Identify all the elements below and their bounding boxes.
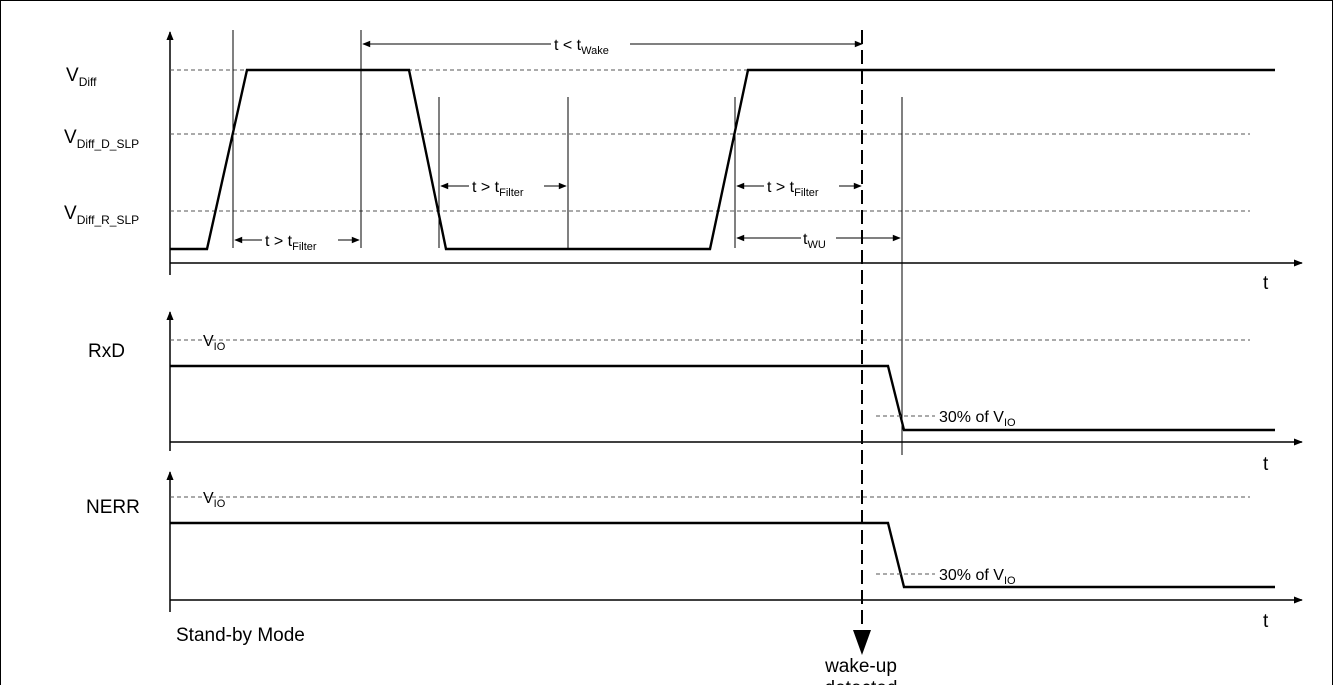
rxd-30pct-label: 30% of VIO [939,409,1016,429]
rxd-vio-label: VIO [203,333,226,353]
t-filter-2-label: t > tFilter [472,179,524,199]
vdiff-waveform [170,68,1275,251]
nerr-30pct-label: 30% of VIO [939,567,1016,587]
t-filter-1-label: t > tFilter [265,233,317,253]
wake-up-arrowhead [853,630,871,655]
vdiff-label: VDiff [66,65,97,89]
wake-up-label-line1: wake-up [824,656,897,677]
t-filter-3-label: t > tFilter [767,179,819,199]
nerr-waveform [170,521,1275,589]
rxd-label: RxD [88,341,125,362]
nerr-t-axis-label: t [1263,611,1269,632]
wake-up-label-line2: detected [825,678,898,685]
vdiff-r-slp-label: VDiff_R_SLP [64,203,139,227]
nerr-label: NERR [86,497,140,518]
nerr-vio-label: VIO [203,490,226,510]
t-wu-label: tWU [803,231,826,251]
stand-by-mode-label: Stand-by Mode [176,625,305,646]
vdiff-t-axis-label: t [1263,273,1269,294]
rxd-waveform [170,364,1275,432]
vdiff-d-slp-label: VDiff_D_SLP [64,127,139,151]
rxd-t-axis-label: t [1263,454,1269,475]
t-wake-label: t < tWake [554,37,609,57]
